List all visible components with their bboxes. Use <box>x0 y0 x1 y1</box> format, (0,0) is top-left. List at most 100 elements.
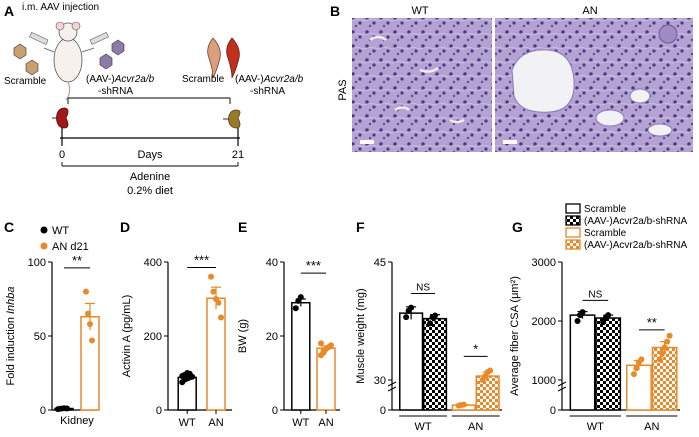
x-category-label: Kidney <box>60 415 94 427</box>
y-tick-label: 45 <box>374 257 386 269</box>
y-tick-label: 100 <box>28 257 46 269</box>
chart-c: C 0 50 100 Fold induction Inhba ** Kidney WT AN … <box>4 219 100 427</box>
y-tick-label: 0 <box>550 405 556 417</box>
legend-marker <box>40 226 48 234</box>
x-group-label: WT <box>587 421 604 433</box>
y-tick-label: 0 <box>272 405 278 417</box>
y-axis-label: Fold induction Inhba <box>5 286 17 385</box>
bar <box>569 314 596 411</box>
y-axis-label: BW (g) <box>237 319 249 353</box>
data-point <box>318 340 324 347</box>
data-point <box>630 371 637 378</box>
panel-letter: F <box>356 219 365 235</box>
y-axis-label: Activin A (pg/mL) <box>121 295 133 378</box>
significance-label: * <box>473 341 478 356</box>
data-point <box>656 356 663 363</box>
y-tick-label: 3000 <box>532 257 556 269</box>
data-point <box>579 309 586 316</box>
bar <box>80 316 100 411</box>
significance-label: NS <box>588 289 602 300</box>
data-point <box>328 342 334 349</box>
y-tick-label: 1000 <box>532 375 556 387</box>
data-point <box>186 370 193 377</box>
syringe-icon <box>29 31 109 45</box>
data-point <box>487 367 494 374</box>
day-21: 21 <box>232 149 244 161</box>
virus-icon <box>13 39 125 76</box>
data-point <box>292 305 299 312</box>
scale-bar <box>503 140 517 144</box>
bar <box>595 317 622 411</box>
legend-label: (AAV-)Acvr2a/b-shRNA <box>584 240 688 251</box>
data-point <box>659 350 666 357</box>
axis-break <box>387 386 397 392</box>
y-tick-label: 0 <box>380 405 386 417</box>
data-point <box>297 294 304 301</box>
data-point <box>208 273 214 280</box>
data-point <box>87 321 93 328</box>
data-point <box>633 365 640 372</box>
diet-label-2: 0.2% diet <box>127 185 173 197</box>
y-tick-label: 50 <box>34 331 46 343</box>
aav-left-label: (AAV-)Acvr2a/b <box>86 74 155 85</box>
aav-right-label: (AAV-)Acvr2a/b <box>235 74 304 85</box>
significance-label: *** <box>194 253 209 268</box>
panel-letter: D <box>120 219 130 235</box>
scale-bar <box>360 140 374 144</box>
histology-image-an <box>495 18 693 152</box>
x-category-label: AN <box>208 417 223 429</box>
data-point <box>574 318 581 324</box>
x-category-label: WT <box>179 417 196 429</box>
injection-label: i.m. AAV injection <box>22 2 99 13</box>
y-tick-label: 40 <box>266 257 278 269</box>
charts: C 0 50 100 Fold induction Inhba ** Kidney WT AN … <box>4 203 688 433</box>
histology-an-label: AN <box>582 5 597 17</box>
data-point <box>403 314 410 321</box>
data-point <box>215 299 222 306</box>
scramble-right-label: Scramble <box>182 74 225 85</box>
days-label: Days <box>137 149 163 161</box>
chart-e: E 0 20 40 BW (g) WT AN *** <box>237 219 340 429</box>
x-category-label: WT <box>292 417 309 429</box>
significance-label: *** <box>306 258 321 273</box>
x-group-label: WT <box>415 421 432 433</box>
data-point <box>432 312 439 319</box>
legend-label: WT <box>52 225 69 237</box>
muscle-icon <box>207 37 240 79</box>
legend-label: (AAV-)Acvr2a/b-shRNA <box>584 216 688 227</box>
panel-letter-b: B <box>330 3 340 19</box>
panel-letter-a: A <box>4 3 14 19</box>
legend-g: Scramble(AAV-)Acvr2a/b-shRNAScramble(AAV… <box>565 203 688 251</box>
x-category-label: AN <box>318 417 333 429</box>
data-point <box>85 310 91 317</box>
data-point <box>83 288 89 295</box>
chart-g: G 0 1000 2000 3000 Average fiber CSA (μm²) WT A… <box>509 219 680 433</box>
y-tick-label: 0 <box>40 405 46 417</box>
scramble-left-label: Scramble <box>4 76 47 87</box>
data-point <box>427 320 434 327</box>
x-group-label: AN <box>644 421 659 433</box>
bar <box>626 364 652 411</box>
histology-wt-label: WT <box>411 5 428 17</box>
data-point <box>320 347 327 354</box>
y-axis-label: Average fiber CSA (μm²) <box>509 276 521 396</box>
y-axis-label: Muscle weight (mg) <box>355 288 367 383</box>
data-point <box>666 332 673 339</box>
stain-label: PAS <box>337 79 349 100</box>
legend-marker <box>40 242 48 250</box>
legend-swatch <box>565 239 581 250</box>
bar <box>475 375 500 411</box>
bar <box>651 346 678 411</box>
significance-label: ** <box>72 253 82 268</box>
y-tick-label: 400 <box>144 257 162 269</box>
data-point <box>89 337 95 344</box>
axis-break <box>557 381 567 387</box>
legend-swatch <box>565 227 581 238</box>
panel-a: A i.m. AAV injection Scramble (AAV-)Acvr… <box>4 2 304 197</box>
data-point <box>638 356 645 363</box>
aav-right-suffix: -shRNA <box>250 86 285 97</box>
data-point <box>661 344 668 351</box>
axis-break <box>387 381 397 387</box>
data-point <box>408 304 415 311</box>
